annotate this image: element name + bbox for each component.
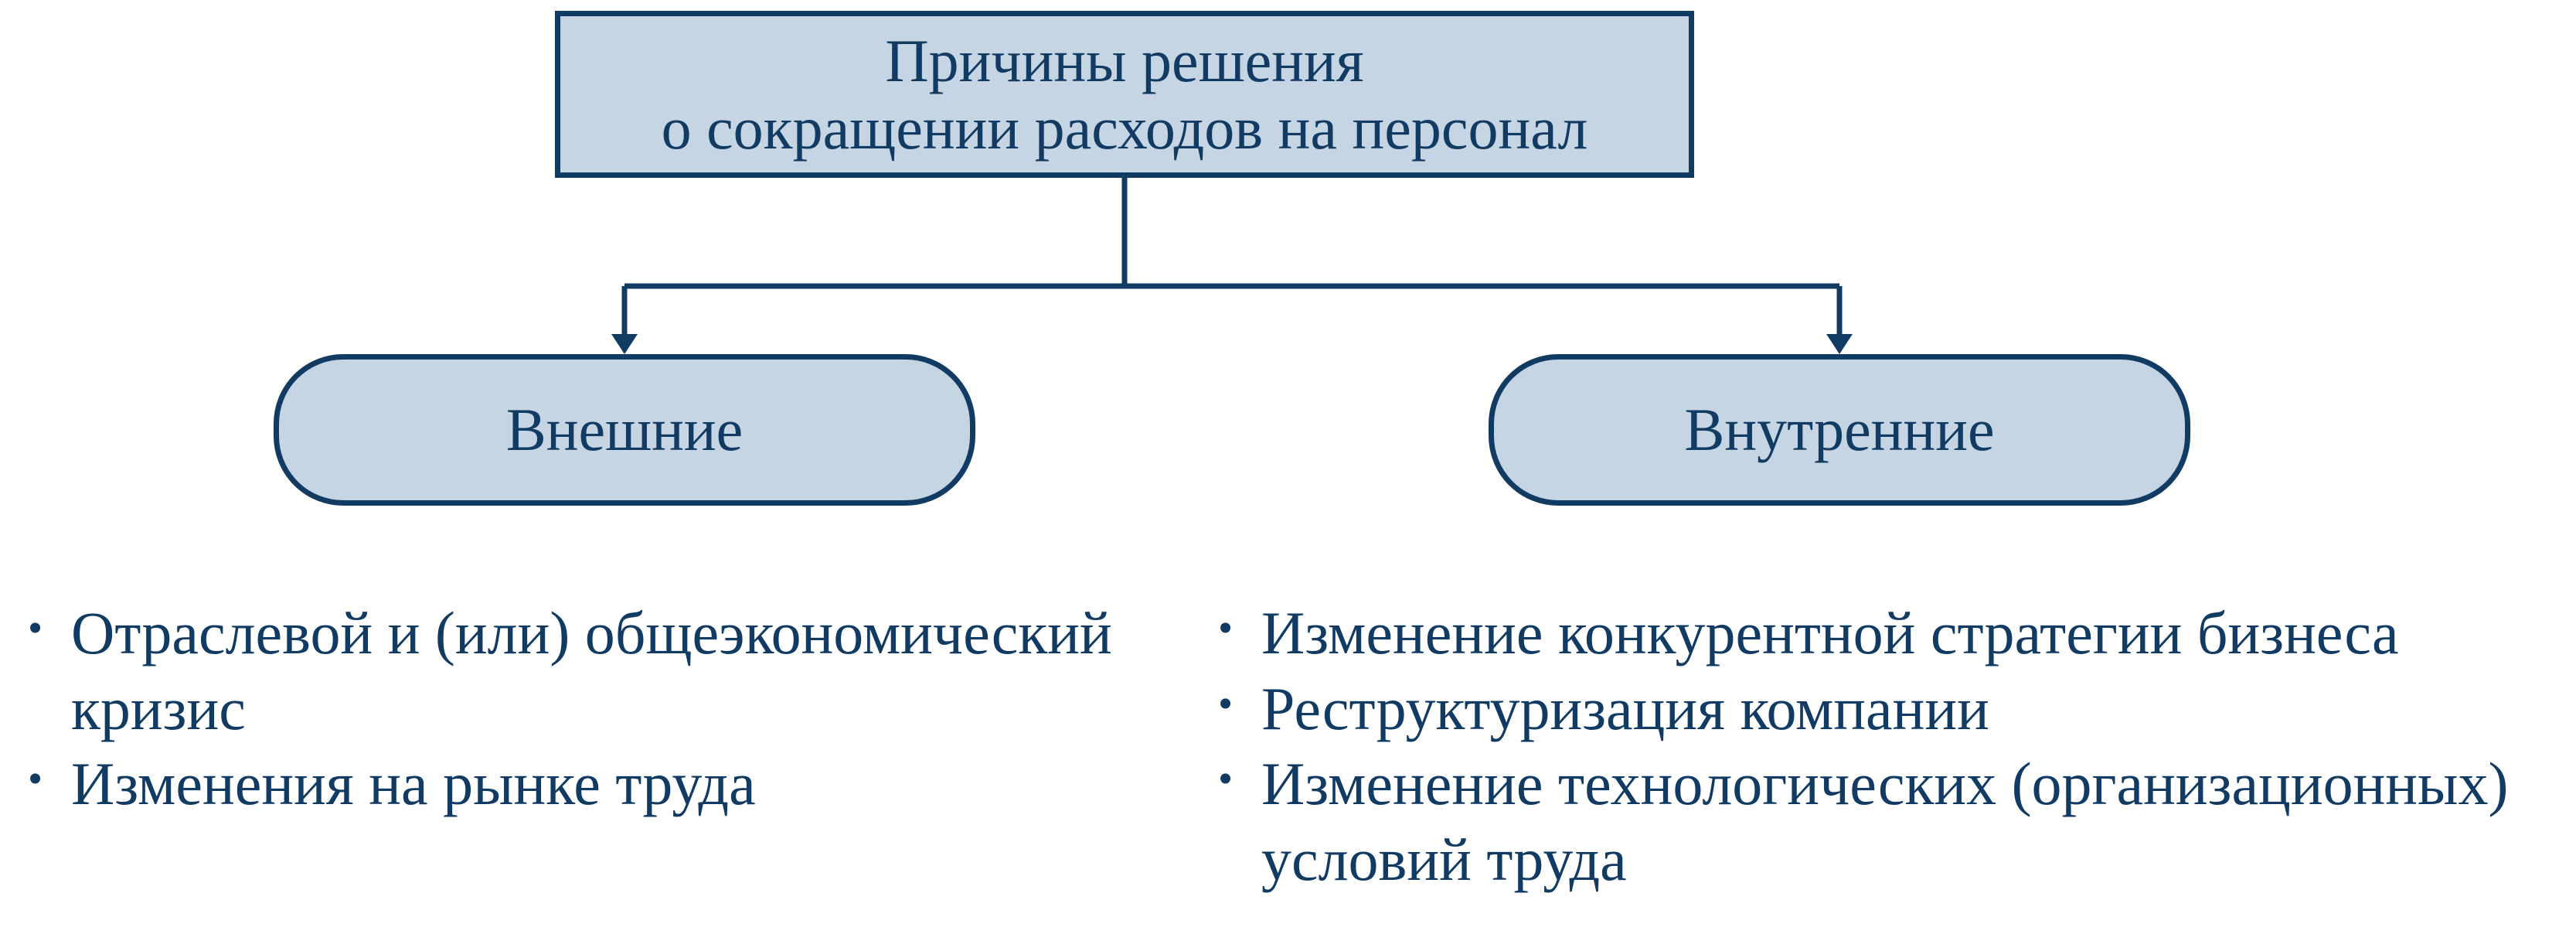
list-item: Изменения на рынке труда — [71, 746, 1167, 822]
root-line-2: о сокращении расходов на персонал — [662, 94, 1588, 162]
list-item: Изменение конкурентной стратегии бизнеса — [1261, 595, 2566, 671]
list-item: Реструктуризация компании — [1261, 671, 2566, 747]
bullet-ul-internal: Изменение конкурентной стратегии бизнеса… — [1206, 595, 2566, 897]
child-node-internal: Внутренние — [1489, 354, 2190, 506]
bullet-list-internal: Изменение конкурентной стратегии бизнеса… — [1206, 595, 2566, 897]
child-label-internal: Внутренние — [1684, 395, 1994, 465]
root-line-1: Причины решения — [885, 27, 1363, 94]
diagram-canvas: Причины решения о сокращении расходов на… — [0, 0, 2576, 934]
list-item: Отраслевой и (или) общеэкономический кри… — [71, 595, 1167, 746]
bullet-ul-external: Отраслевой и (или) общеэкономический кри… — [15, 595, 1167, 822]
list-item: Изменение технологических (организационн… — [1261, 746, 2566, 897]
root-node: Причины решения о сокращении расходов на… — [555, 11, 1694, 178]
bullet-list-external: Отраслевой и (или) общеэкономический кри… — [15, 595, 1167, 822]
child-label-external: Внешние — [506, 395, 744, 465]
child-node-external: Внешние — [274, 354, 975, 506]
